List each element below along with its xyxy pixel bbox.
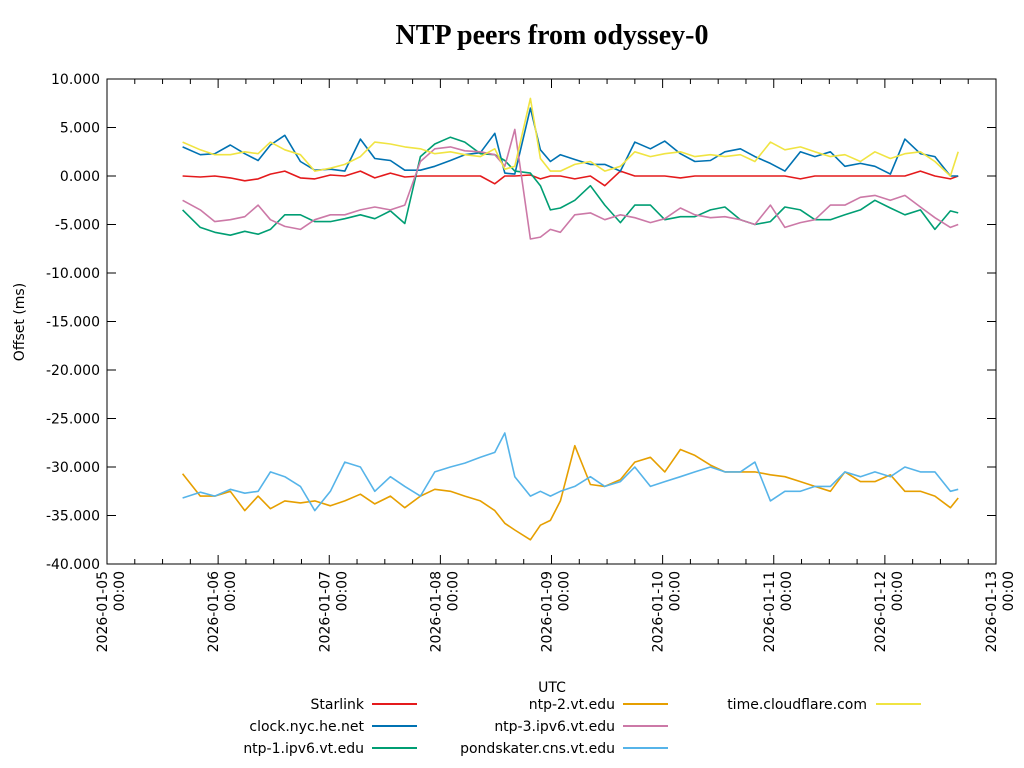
chart-title: NTP peers from odyssey-0 xyxy=(396,20,709,51)
series-line-ntp-2-vt-edu xyxy=(181,444,959,541)
legend-entry: ntp-2.vt.edu xyxy=(529,697,668,713)
y-tick-label: -40.000 xyxy=(46,557,100,573)
x-tick-date: 2026-01-10 xyxy=(651,571,667,652)
x-tick-label: 2026-01-09 00:00 xyxy=(540,571,573,652)
x-tick-time: 00:00 xyxy=(557,571,573,611)
legend-label: ntp-1.ipv6.vt.edu xyxy=(243,741,364,757)
y-tick-label: -25.000 xyxy=(46,412,100,428)
x-tick-label: 2026-01-08 00:00 xyxy=(428,571,461,652)
x-tick-label: 2026-01-12 00:00 xyxy=(873,571,906,652)
x-tick-label: 2026-01-11 00:00 xyxy=(762,571,795,652)
y-axis-label: Offset (ms) xyxy=(12,283,28,361)
x-tick-date: 2026-01-08 xyxy=(428,571,444,652)
x-tick-time: 00:00 xyxy=(334,571,350,611)
x-axis-label: UTC xyxy=(538,680,566,696)
y-tick-label: -20.000 xyxy=(46,363,100,379)
x-tick-date: 2026-01-09 xyxy=(540,571,556,652)
plot-series xyxy=(181,97,959,541)
legend-label: ntp-2.vt.edu xyxy=(529,697,615,713)
x-ticks: 2026-01-05 00:00 2026-01-06 00:00 2026-01-07… xyxy=(95,79,1017,652)
legend-entry: clock.nyc.he.net xyxy=(249,719,417,735)
x-tick-time: 00:00 xyxy=(779,571,795,611)
x-tick-time: 00:00 xyxy=(668,571,684,611)
x-tick-date: 2026-01-13 xyxy=(984,571,1000,652)
x-tick-label: 2026-01-07 00:00 xyxy=(317,571,350,652)
x-tick-date: 2026-01-05 xyxy=(95,571,111,652)
legend-entry: pondskater.cns.vt.edu xyxy=(460,741,668,757)
x-tick-time: 00:00 xyxy=(223,571,239,611)
series-line-pondskater-cns-vt-edu xyxy=(182,432,959,512)
x-tick-label: 2026-01-13 00:00 xyxy=(984,571,1017,652)
y-tick-label: -5.000 xyxy=(55,218,100,234)
legend-label: Starlink xyxy=(311,697,365,713)
legend-entry: time.cloudflare.com xyxy=(727,697,921,713)
y-tick-label: 10.000 xyxy=(51,72,100,88)
y-tick-label: -30.000 xyxy=(46,460,100,476)
legend-label: pondskater.cns.vt.edu xyxy=(460,741,615,757)
y-tick-label: -15.000 xyxy=(46,315,100,331)
y-ticks: 10.000 5.000 0.000 -5.000 -10.000 -15.000 -20.… xyxy=(46,72,996,573)
y-tick-label: -10.000 xyxy=(46,266,100,282)
x-tick-time: 00:00 xyxy=(1001,571,1017,611)
x-tick-date: 2026-01-06 xyxy=(206,571,222,652)
legend-label: time.cloudflare.com xyxy=(727,697,867,713)
x-tick-label: 2026-01-06 00:00 xyxy=(206,571,239,652)
legend-label: ntp-3.ipv6.vt.edu xyxy=(494,719,615,735)
legend: Starlink clock.nyc.he.net ntp-1.ipv6.vt.ed… xyxy=(243,697,921,757)
legend-entry: ntp-1.ipv6.vt.edu xyxy=(243,741,417,757)
y-tick-label: 5.000 xyxy=(60,121,100,137)
x-tick-label: 2026-01-05 00:00 xyxy=(95,571,128,652)
series-line-time-cloudflare-com xyxy=(182,97,959,177)
x-tick-label: 2026-01-10 00:00 xyxy=(651,571,684,652)
x-tick-date: 2026-01-12 xyxy=(873,571,889,652)
legend-entry: Starlink xyxy=(311,697,417,713)
y-tick-label: -35.000 xyxy=(46,509,100,525)
series-line-ntp-1-ipv6-vt-edu xyxy=(182,136,959,236)
series-line-starlink xyxy=(182,170,959,187)
legend-label: clock.nyc.he.net xyxy=(249,719,364,735)
x-tick-time: 00:00 xyxy=(112,571,128,611)
y-tick-label: 0.000 xyxy=(60,169,100,185)
x-tick-date: 2026-01-11 xyxy=(762,571,778,652)
series-line-ntp-3-ipv6-vt-edu xyxy=(182,128,959,240)
x-tick-time: 00:00 xyxy=(890,571,906,611)
legend-entry: ntp-3.ipv6.vt.edu xyxy=(494,719,668,735)
x-tick-time: 00:00 xyxy=(445,571,461,611)
x-tick-date: 2026-01-07 xyxy=(317,571,333,652)
